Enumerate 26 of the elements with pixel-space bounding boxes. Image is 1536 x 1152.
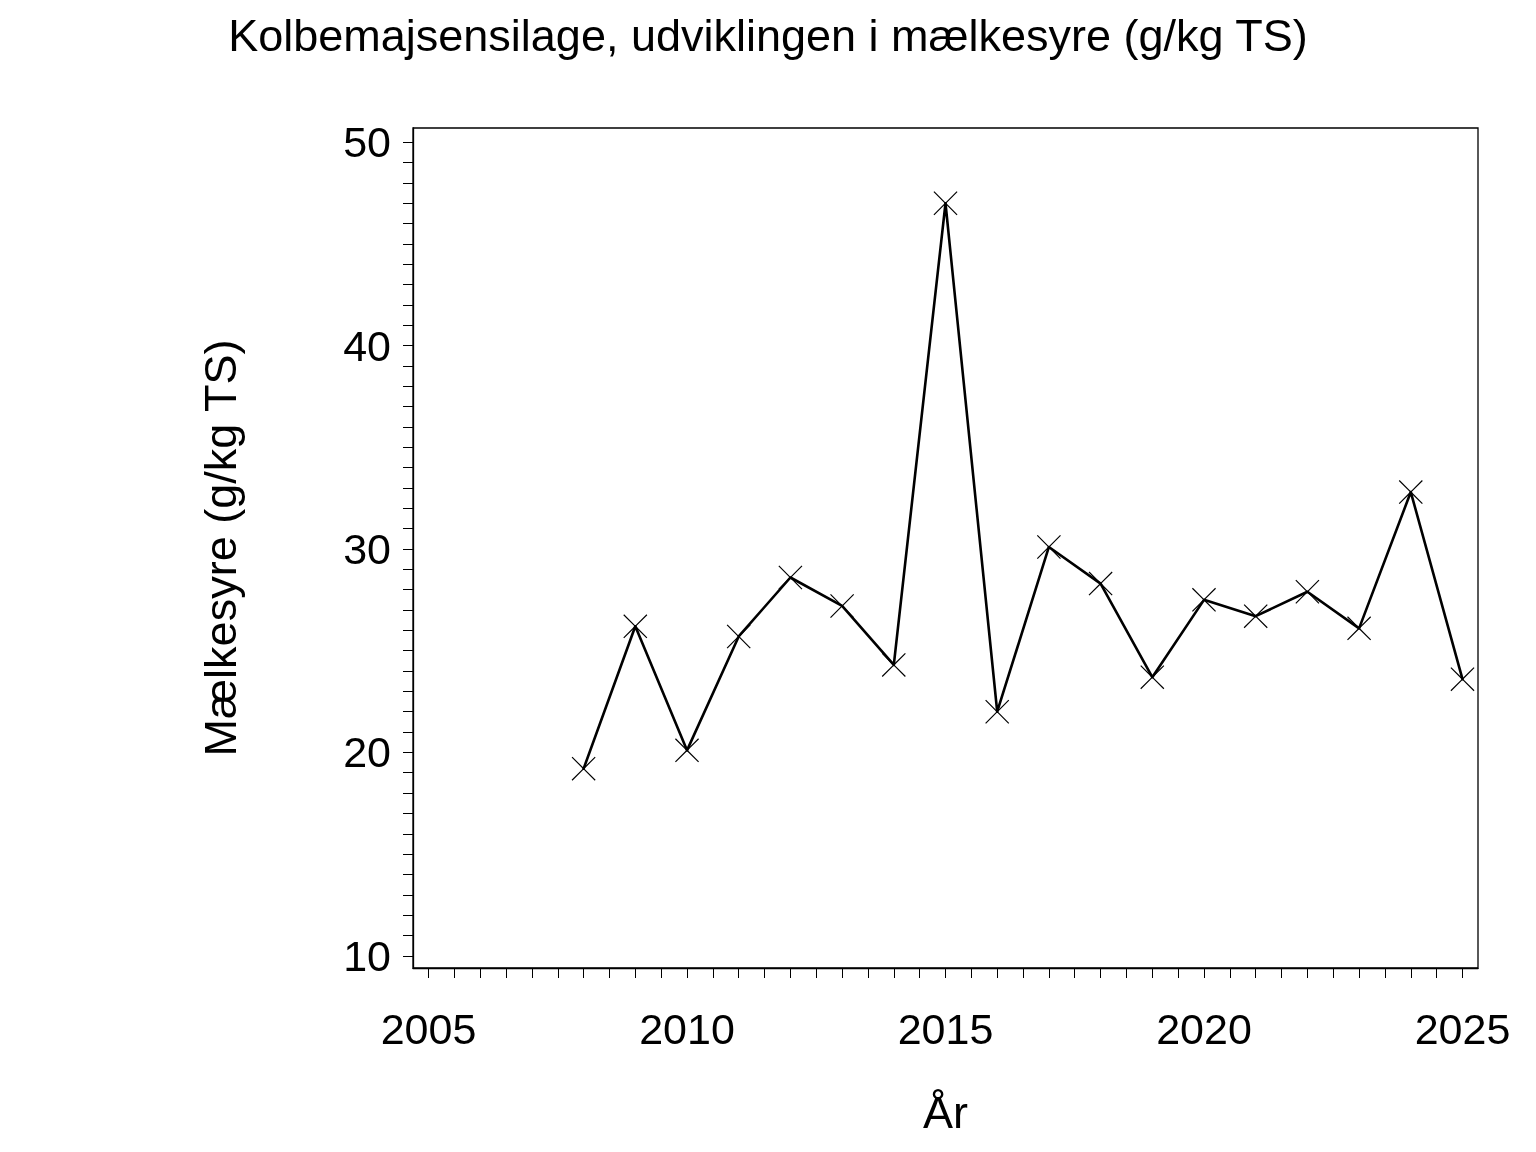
x-axis-title: År — [923, 1087, 969, 1138]
x-tick-label: 2005 — [380, 1004, 477, 1053]
x-tick-label: 2025 — [1414, 1004, 1511, 1053]
point — [985, 699, 1010, 724]
point — [1347, 616, 1372, 641]
point — [571, 756, 596, 781]
y-tick-label: 50 — [343, 118, 391, 167]
point — [1140, 665, 1165, 690]
point — [1450, 667, 1475, 692]
point — [726, 624, 751, 649]
y-tick-label: 40 — [343, 321, 391, 370]
y-tick-label: 20 — [343, 728, 391, 777]
point — [933, 191, 958, 216]
point — [1243, 604, 1268, 629]
y-axis-title: Mælkesyre (g/kg TS) — [195, 339, 246, 757]
x-tick-label: 2010 — [639, 1004, 735, 1053]
point — [881, 652, 906, 677]
y-tick-label: 30 — [343, 525, 391, 574]
y-tick-label: 10 — [343, 931, 391, 980]
point — [623, 614, 648, 639]
point — [675, 738, 699, 763]
point — [1398, 480, 1423, 505]
point — [1295, 579, 1320, 604]
x-tick-label: 2020 — [1156, 1004, 1252, 1053]
chart-title: Kolbemajsensilage, udviklingen i mælkesyre (g/kg TS) — [228, 10, 1308, 61]
x-tick-label: 2015 — [897, 1004, 994, 1053]
